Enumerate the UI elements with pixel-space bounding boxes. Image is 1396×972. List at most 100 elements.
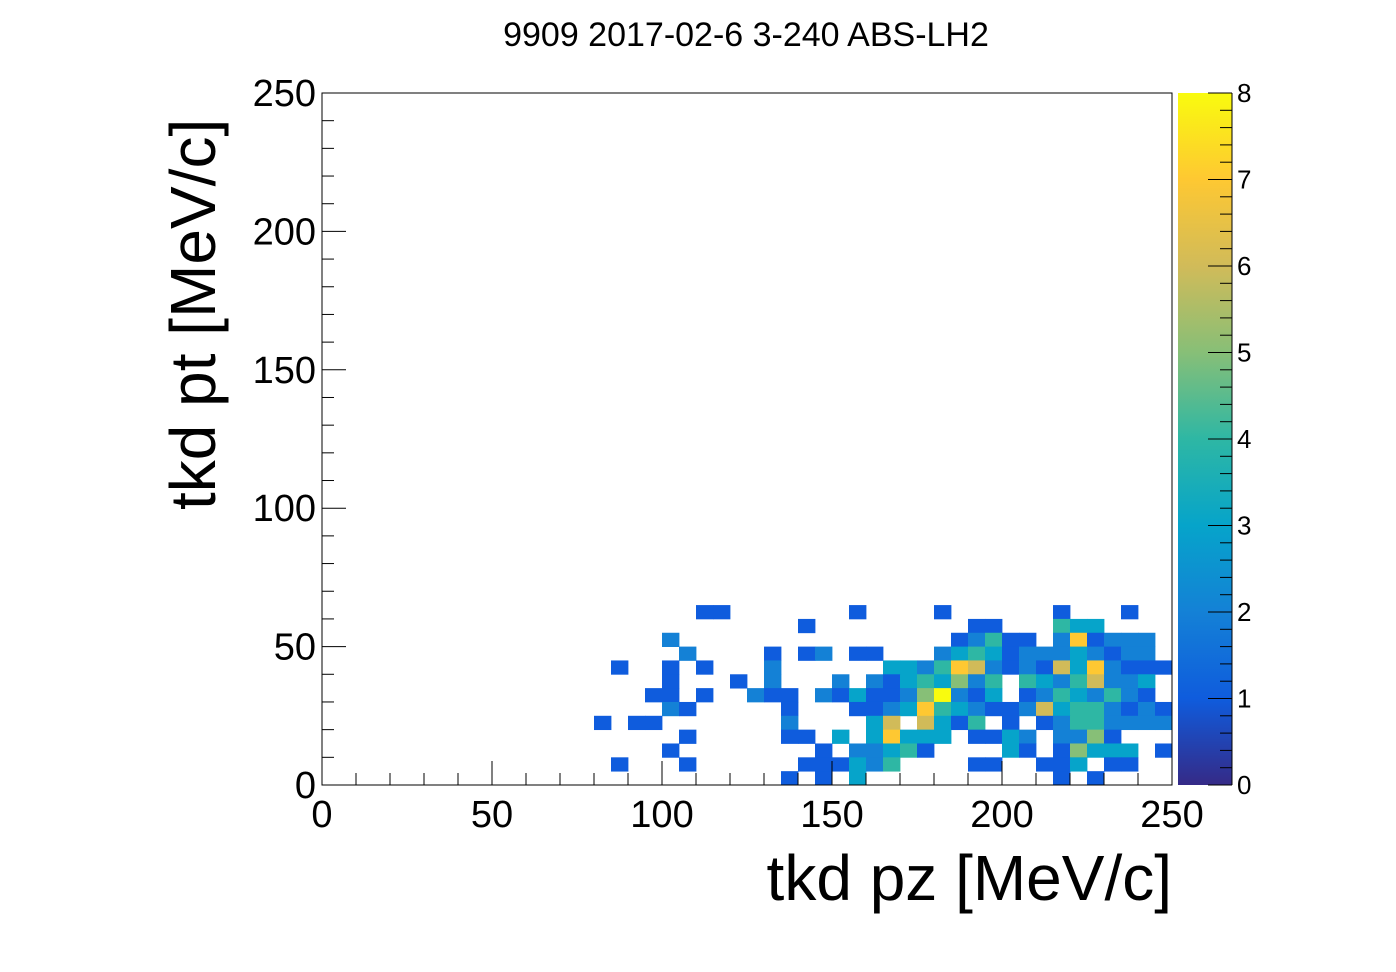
heatmap-bin bbox=[934, 646, 952, 661]
heatmap-bin bbox=[1036, 674, 1054, 689]
x-tick-label: 0 bbox=[311, 794, 332, 836]
heatmap-bin bbox=[951, 715, 969, 731]
heatmap-bin bbox=[985, 618, 1003, 634]
heatmap-bin bbox=[968, 660, 986, 675]
heatmap-bin bbox=[866, 743, 884, 758]
heatmap-bin bbox=[1121, 632, 1139, 647]
heatmap-bin bbox=[985, 688, 1003, 703]
heatmap-bin bbox=[764, 688, 782, 703]
heatmap-bin bbox=[968, 646, 986, 661]
x-tick-label: 100 bbox=[630, 794, 693, 836]
heatmap-bin bbox=[883, 715, 901, 731]
heatmap-bin bbox=[1104, 646, 1122, 661]
heatmap-bin bbox=[1121, 646, 1139, 661]
heatmap-bin bbox=[662, 743, 680, 758]
heatmap-bin bbox=[1053, 632, 1071, 647]
heatmap-bin bbox=[1104, 701, 1122, 717]
x-tick-label: 150 bbox=[800, 794, 863, 836]
heatmap-bin bbox=[1053, 605, 1071, 620]
heatmap-bin bbox=[1138, 632, 1156, 647]
heatmap-bin bbox=[1053, 757, 1071, 772]
heatmap-bin bbox=[866, 757, 884, 772]
heatmap-bin bbox=[1053, 701, 1071, 717]
heatmap-bin bbox=[1053, 674, 1071, 689]
heatmap-bin bbox=[985, 646, 1003, 661]
plot-frame bbox=[321, 92, 1173, 786]
heatmap-bin bbox=[1087, 646, 1105, 661]
heatmap-bin bbox=[968, 618, 986, 634]
heatmap-bin bbox=[934, 701, 952, 717]
heatmap-bin bbox=[1053, 688, 1071, 703]
heatmap-bin bbox=[662, 674, 680, 689]
heatmap-bin bbox=[900, 701, 918, 717]
heatmap-bin bbox=[1036, 646, 1054, 661]
heatmap-bin bbox=[1053, 618, 1071, 634]
heatmap-bin bbox=[1104, 743, 1122, 758]
heatmap-bin bbox=[1087, 632, 1105, 647]
y-axis-ticks: 0 50 100 150 200 250 bbox=[253, 73, 346, 807]
x-axis-title: tkd pz [MeV/c] bbox=[767, 842, 1172, 914]
z-tick-label: 1 bbox=[1237, 684, 1251, 714]
heatmap-bin bbox=[1070, 757, 1088, 772]
heatmap-bin bbox=[1070, 674, 1088, 689]
heatmap-bin bbox=[900, 743, 918, 758]
heatmap-bin bbox=[1002, 715, 1020, 731]
heatmap-bin bbox=[1087, 688, 1105, 703]
heatmap-bin bbox=[781, 715, 799, 731]
heatmap-bin bbox=[1087, 729, 1105, 744]
heatmap-bin bbox=[985, 757, 1003, 772]
heatmap-bin bbox=[917, 729, 935, 744]
heatmap-bin bbox=[679, 757, 697, 772]
heatmap-bin bbox=[815, 646, 833, 661]
heatmap-bin bbox=[883, 660, 901, 675]
z-tick-label: 4 bbox=[1237, 424, 1251, 454]
y-tick-label: 50 bbox=[274, 627, 316, 669]
heatmap-bin bbox=[968, 688, 986, 703]
heatmap-bin bbox=[1070, 632, 1088, 647]
chart-title: 9909 2017-02-6 3-240 ABS-LH2 bbox=[503, 16, 989, 54]
heatmap-bin bbox=[1002, 729, 1020, 744]
heatmap-bin bbox=[1070, 618, 1088, 634]
heatmap-bin bbox=[1104, 729, 1122, 744]
heatmap-bin bbox=[662, 701, 680, 717]
y-tick-label: 100 bbox=[253, 488, 316, 530]
heatmap-bin bbox=[594, 715, 612, 731]
heatmap-bin bbox=[968, 632, 986, 647]
heatmap-bin bbox=[798, 646, 816, 661]
heatmap-bin bbox=[1019, 743, 1037, 758]
heatmap-bin bbox=[1019, 729, 1037, 744]
heatmap-bin bbox=[1104, 632, 1122, 647]
heatmap-bin bbox=[1138, 646, 1156, 661]
heatmap-bin bbox=[866, 688, 884, 703]
heatmap-bin bbox=[1087, 771, 1105, 786]
heatmap-bin bbox=[934, 688, 952, 703]
heatmap-bin bbox=[713, 605, 731, 620]
heatmap-bin bbox=[849, 757, 867, 772]
x-axis-ticks: 0 50 100 150 200 250 bbox=[311, 761, 1204, 836]
z-tick-label: 8 bbox=[1237, 78, 1251, 108]
heatmap-bin bbox=[1070, 646, 1088, 661]
heatmap-bin bbox=[832, 674, 850, 689]
heatmap-bin bbox=[1070, 729, 1088, 744]
heatmap-bin bbox=[1104, 757, 1122, 772]
heatmap-bin bbox=[951, 632, 969, 647]
y-tick-label: 150 bbox=[253, 350, 316, 392]
heatmap-bin bbox=[798, 729, 816, 744]
heatmap-bin bbox=[645, 688, 663, 703]
heatmap-bin bbox=[985, 632, 1003, 647]
heatmap-bin bbox=[679, 729, 697, 744]
heatmap-bin bbox=[1121, 688, 1139, 703]
heatmap-bin bbox=[1155, 743, 1173, 758]
heatmap-bin bbox=[934, 674, 952, 689]
heatmap-bin bbox=[696, 688, 714, 703]
heatmap-bin bbox=[900, 674, 918, 689]
heatmap-bin bbox=[1002, 660, 1020, 675]
heatmap-bin bbox=[1019, 688, 1037, 703]
heatmap-bin bbox=[951, 674, 969, 689]
heatmap-bin bbox=[662, 660, 680, 675]
heatmap-bin bbox=[883, 688, 901, 703]
heatmap-bin bbox=[934, 660, 952, 675]
heatmap-bin bbox=[968, 729, 986, 744]
heatmap-bin bbox=[1104, 674, 1122, 689]
